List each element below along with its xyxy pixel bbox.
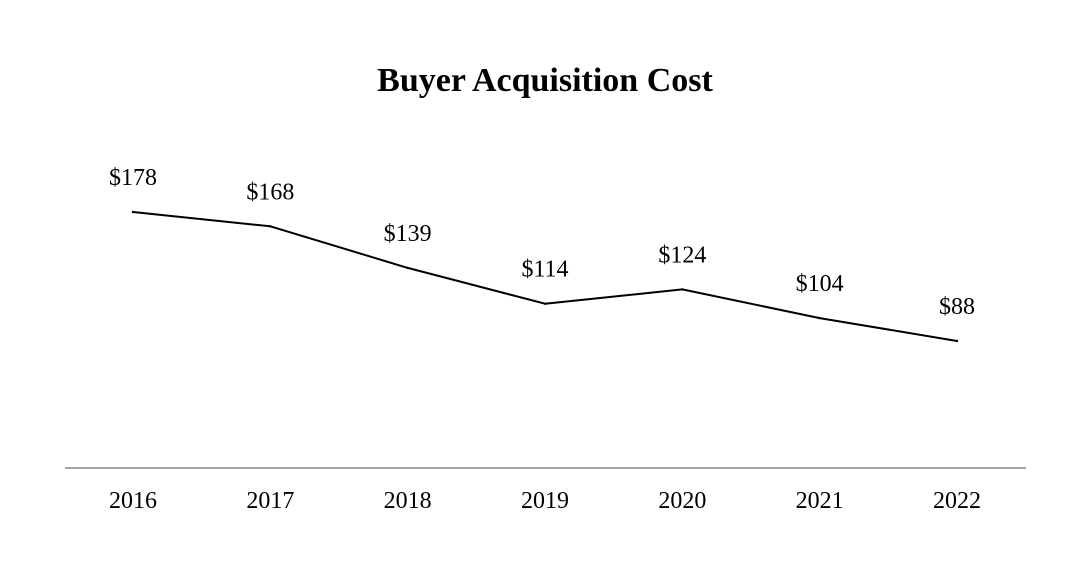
x-tick-label: 2016 bbox=[109, 488, 157, 514]
chart-title: Buyer Acquisition Cost bbox=[377, 62, 713, 99]
data-point bbox=[131, 210, 135, 214]
x-tick-label: 2021 bbox=[796, 488, 844, 514]
x-tick-label: 2019 bbox=[521, 488, 569, 514]
data-label: $139 bbox=[384, 221, 432, 247]
x-tick-label: 2020 bbox=[658, 488, 706, 514]
data-point bbox=[955, 339, 959, 343]
data-point bbox=[681, 288, 684, 291]
x-tick-label: 2018 bbox=[384, 488, 432, 514]
data-label: $114 bbox=[521, 257, 568, 283]
data-point bbox=[269, 225, 272, 228]
data-point bbox=[543, 302, 547, 305]
data-label: $168 bbox=[246, 179, 294, 205]
data-point bbox=[818, 316, 821, 320]
data-label: $178 bbox=[109, 165, 157, 191]
data-label: $124 bbox=[658, 242, 706, 268]
data-label: $88 bbox=[939, 294, 975, 320]
data-point bbox=[406, 266, 409, 270]
x-tick-label: 2017 bbox=[246, 488, 294, 514]
plot-area: $178 2016 $168 2017 $139 2018 $114 2019 $124 2020… bbox=[65, 165, 1026, 514]
data-label: $104 bbox=[796, 271, 844, 297]
x-tick-label: 2022 bbox=[933, 488, 981, 514]
